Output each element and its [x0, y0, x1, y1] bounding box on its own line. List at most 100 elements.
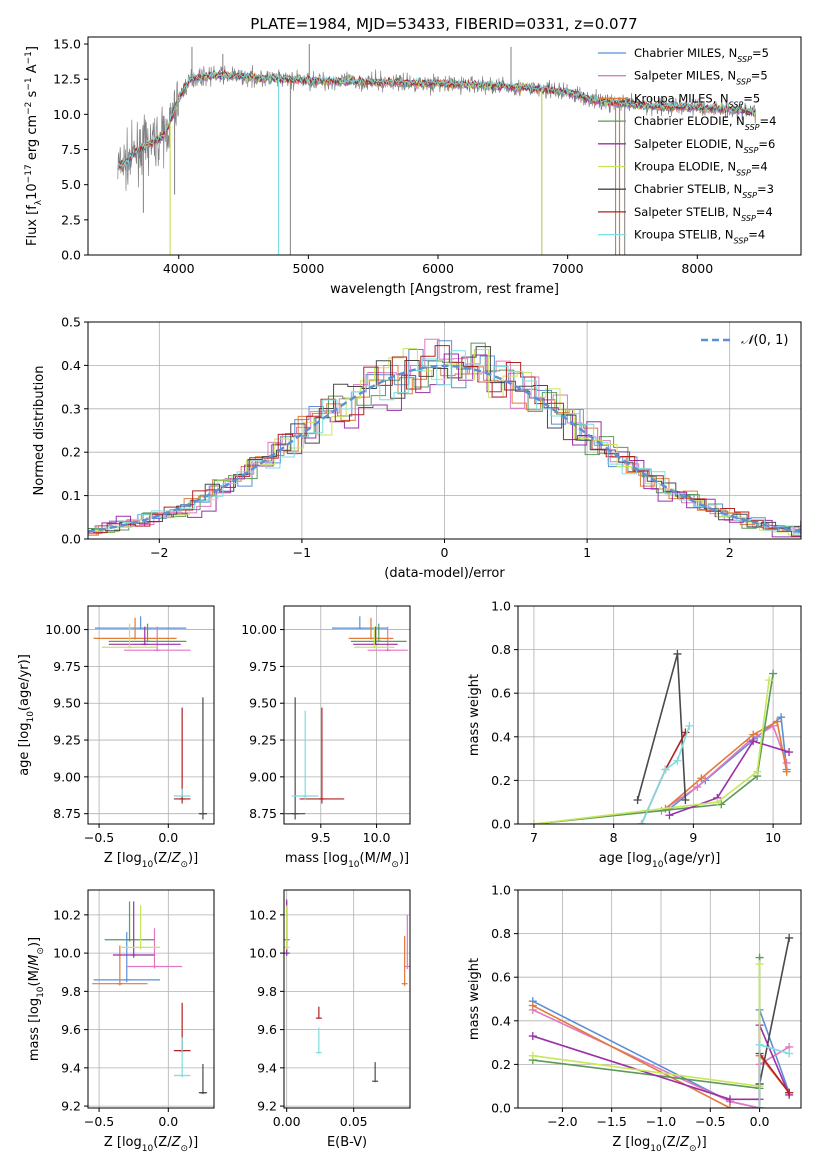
label-part: s: [25, 90, 40, 101]
plot-area-mass_weight_vs_age: [529, 649, 794, 824]
legend-suffix: =4: [756, 205, 773, 219]
x-tick-label: 8000: [681, 261, 713, 276]
plot-area-mass_vs_Z: [92, 901, 208, 1095]
label-part: M: [380, 851, 391, 866]
panel-residuals: −2 −1 0 1 2 0.0 0.1 0.2 0.3 0.4 0.5 𝒩(0, 1): [61, 315, 802, 560]
y-tick-label: 9.8: [61, 984, 81, 999]
mass-weight-series: [533, 673, 774, 824]
x-tick-label: 1: [583, 545, 591, 560]
y-tick-label: 0.1: [61, 488, 81, 503]
label-part: )]: [399, 851, 409, 866]
y-tick-label: 10.0: [53, 946, 81, 961]
label-part: log: [122, 851, 142, 866]
legend-subscript: SSP: [742, 191, 757, 200]
y-tick-label: 0.2: [491, 773, 511, 788]
x-tick-label: −0.5: [695, 1114, 725, 1129]
data-point: [726, 1104, 735, 1108]
data-point: [782, 767, 791, 776]
panel-age_vs_Z: −0.5 0.0 8.75 9.00 9.25 9.50 9.75 10.00: [45, 605, 215, 845]
x-tick-label: 0: [441, 545, 449, 560]
x-tick-label: −1.0: [646, 1114, 676, 1129]
figure-title: PLATE=1984, MJD=53433, FIBERID=0331, z=0…: [250, 15, 637, 33]
legend-subscript: SSP: [744, 145, 759, 154]
label-part: )]: [188, 1135, 198, 1150]
x-tick-label: 0.0: [158, 1114, 178, 1129]
y-tick-label: 9.75: [249, 659, 277, 674]
legend-suffix: =4: [751, 160, 768, 174]
y-axis-label: Normed distribution: [32, 366, 47, 496]
y-axis-label: mass weight: [467, 958, 482, 1040]
x-tick-label: 8: [610, 830, 618, 845]
x-axis-label: Z [log10(Z/Z⊙)]: [104, 1135, 198, 1154]
x-axis-label: (data-model)/error: [384, 566, 505, 581]
data-point: [637, 820, 646, 824]
legend-suffix: =4: [748, 228, 765, 242]
data-point: [697, 774, 706, 783]
plot-area-age_vs_Z: [93, 616, 208, 820]
legend-suffix: =4: [760, 114, 777, 128]
y-tick-label: 2.5: [61, 212, 81, 227]
label-part: Z [: [612, 1135, 630, 1150]
axes-frame: [87, 889, 215, 1109]
data-point: [765, 676, 774, 685]
label-part: 10: [36, 986, 46, 998]
y-tick-label: 9.00: [249, 769, 277, 784]
axes-frame: [283, 889, 411, 1109]
x-tick-label: −1: [293, 545, 311, 560]
data-point: [633, 796, 642, 805]
residual-histogram: [88, 338, 801, 536]
data-point: [528, 1051, 537, 1060]
y-tick-label: 0.4: [491, 1013, 511, 1028]
x-tick-label: 9: [689, 830, 697, 845]
label-part: mass [: [285, 851, 328, 866]
label-part: Z: [171, 851, 182, 866]
x-tick-label: 6000: [422, 261, 454, 276]
data-point: [753, 767, 762, 776]
y-tick-label: 0.2: [491, 1057, 511, 1072]
legend-entry: Salpeter MILES, NSSP=5: [634, 69, 768, 87]
residual-histogram: [88, 353, 801, 538]
panel-mass_weight_vs_age: 7 8 9 10 0.0 0.2 0.4 0.6 0.8 1.0: [491, 599, 802, 845]
label-part: )]: [27, 937, 42, 947]
label-part: (Z/: [662, 1135, 681, 1150]
panel-spectrum: 4000 5000 6000 7000 8000 0.0 2.5 5.0 7.5 10.0 12.5…: [53, 36, 802, 276]
y-tick-label: 9.25: [249, 733, 277, 748]
axes-frame: [517, 605, 802, 825]
legend-entry: Salpeter ELODIE, NSSP=6: [634, 137, 775, 155]
y-tick-label: 9.50: [53, 696, 81, 711]
x-tick-label: 0.0: [158, 830, 178, 845]
label-part: ]: [25, 46, 40, 51]
data-point: [528, 1032, 537, 1041]
data-point: [673, 649, 682, 658]
y-tick-label: 1.0: [491, 883, 511, 898]
legend-entry: Chabrier STELIB, NSSP=3: [634, 182, 774, 200]
label-part: 10: [650, 1144, 662, 1154]
label-part: (age/yr)]: [663, 851, 720, 866]
y-tick-label: 9.50: [249, 696, 277, 711]
x-tick-label: 9.5: [311, 830, 331, 845]
label-part: age [: [17, 742, 32, 775]
y-tick-label: 10.0: [249, 946, 277, 961]
label-part: Z: [171, 1135, 182, 1150]
y-tick-label: 7.5: [61, 142, 81, 157]
label-part: Flux [f: [25, 205, 40, 246]
y-tick-label: 0.8: [491, 926, 511, 941]
legend-label: Salpeter MILES, N: [634, 69, 736, 83]
legend-subscript: SSP: [741, 213, 756, 222]
y-tick-label: 9.4: [61, 1060, 81, 1075]
label-part: 10: [25, 183, 40, 200]
label-part: A: [25, 64, 40, 77]
x-tick-label: 10.0: [363, 830, 391, 845]
legend-label: Kroupa ELODIE, N: [634, 160, 736, 174]
label-part: ⊙: [391, 860, 399, 870]
x-tick-label: 0.0: [750, 1114, 770, 1129]
label-part: −17: [24, 164, 34, 183]
label-part: log: [17, 723, 32, 743]
label-part: (age/yr)]: [17, 654, 32, 711]
legend-entry: Kroupa STELIB, NSSP=4: [634, 228, 765, 246]
label-part: log: [630, 1135, 650, 1150]
y-tick-label: 5.0: [61, 177, 81, 192]
legend-suffix: =5: [752, 46, 769, 60]
label-part: Z [: [104, 851, 122, 866]
